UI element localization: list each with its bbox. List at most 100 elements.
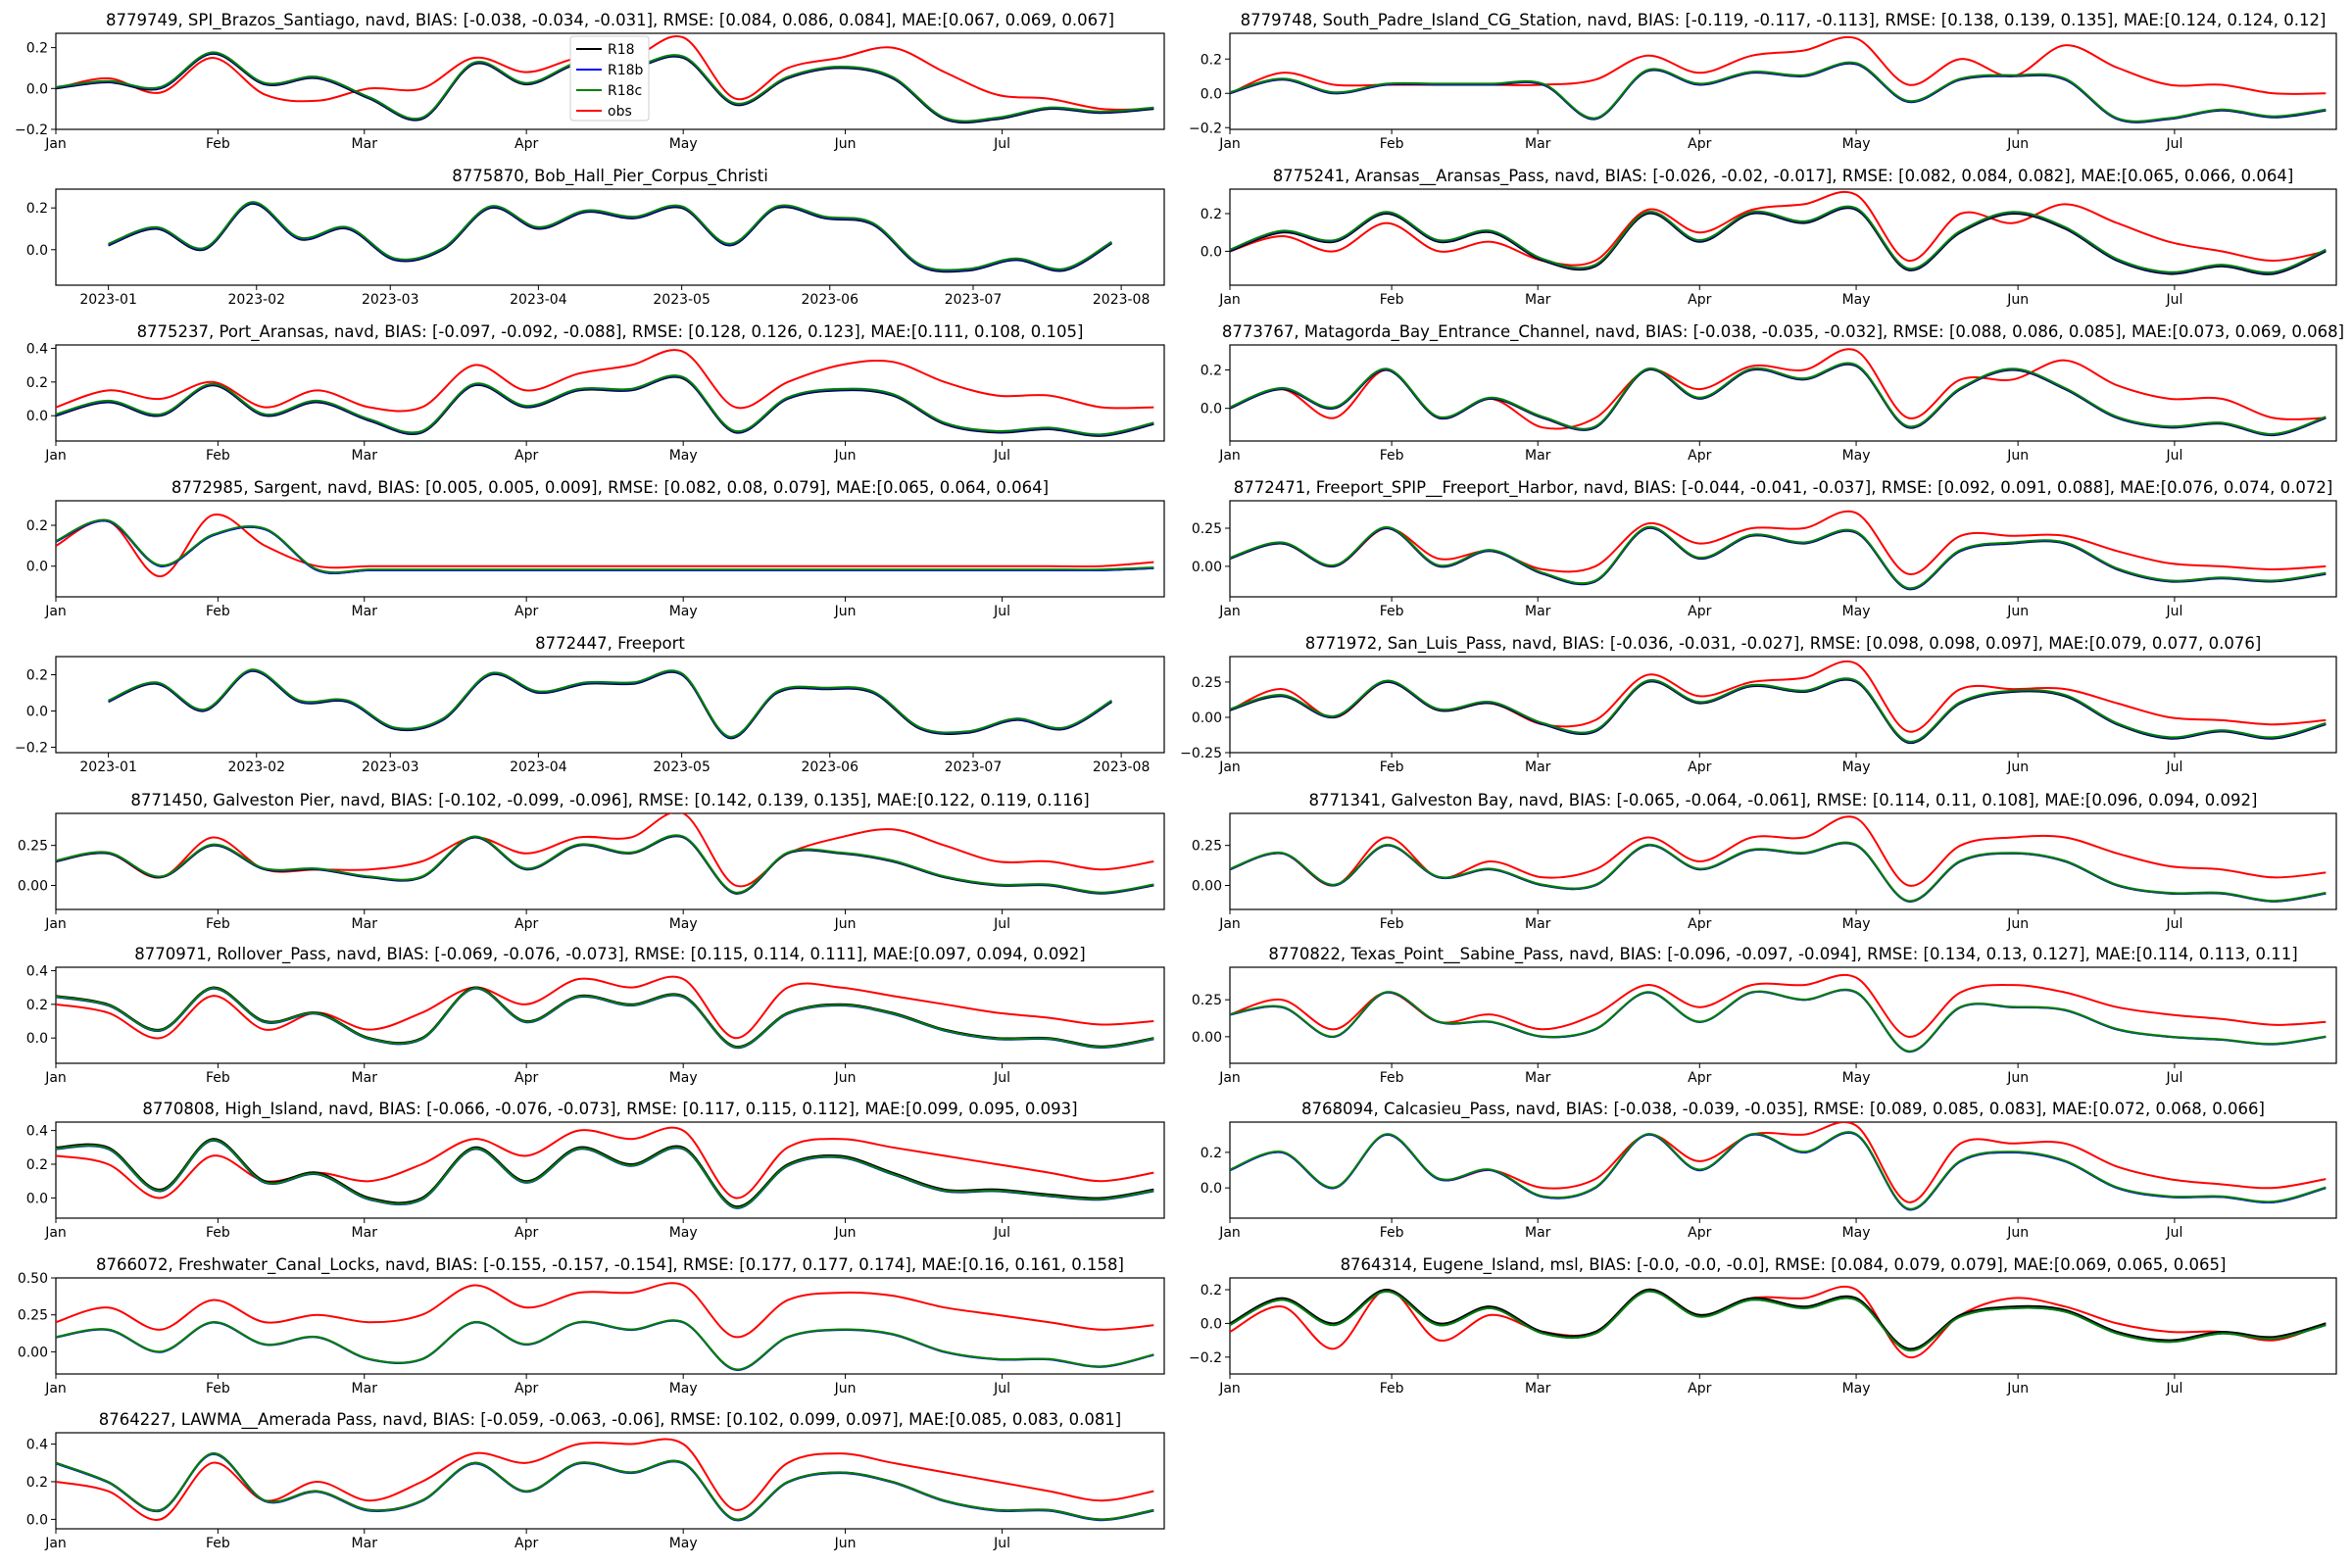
subplot-title: 8766072, Freshwater_Canal_Locks, navd, B… [96, 1255, 1124, 1275]
series-r18c-line [56, 987, 1154, 1049]
x-tick-label: Apr [1688, 136, 1711, 152]
series-obs-line [56, 1438, 1154, 1521]
series-obs-line [1230, 190, 2327, 267]
x-tick-label: Jul [2165, 1070, 2182, 1086]
y-tick-label: 0.2 [1200, 207, 1222, 222]
legend-label: R18c [608, 83, 642, 99]
x-tick-label: Jan [1218, 448, 1241, 464]
y-tick-label: 0.25 [18, 1308, 48, 1324]
series-r18c-line [1230, 841, 2327, 903]
x-tick-label: Mar [352, 1225, 378, 1241]
x-tick-label: Feb [1380, 760, 1404, 775]
x-tick-label: Feb [1380, 604, 1404, 619]
x-tick-label: Apr [514, 604, 538, 619]
y-tick-label: 0.0 [26, 1512, 48, 1528]
series-r18c-line [56, 1139, 1154, 1209]
x-tick-label: Jul [993, 604, 1010, 619]
x-tick-label: May [1842, 916, 1871, 932]
x-tick-label: Mar [352, 604, 378, 619]
subplot-18: 8764227, LAWMA__Amerada Pass, navd, BIAS… [26, 1410, 1165, 1551]
subplot-4: 8775237, Port_Aransas, navd, BIAS: [-0.0… [26, 322, 1165, 464]
series-r18c-line [56, 374, 1154, 436]
axes-frame [1229, 1277, 2337, 1375]
axes-frame [1229, 32, 2337, 130]
y-tick-label: 0.4 [26, 1124, 48, 1140]
x-tick-label: Mar [352, 916, 378, 932]
y-tick-label: 0.0 [26, 560, 48, 575]
y-tick-label: 0.25 [1192, 521, 1222, 537]
legend-label: obs [608, 104, 632, 120]
series-obs-line [56, 1282, 1154, 1339]
x-tick-label: Jan [44, 448, 67, 464]
axes-frame [55, 1432, 1165, 1530]
x-tick-label: May [669, 1381, 698, 1396]
x-tick-label: Mar [352, 1381, 378, 1396]
y-tick-label: 0.2 [26, 667, 48, 683]
x-tick-label: Jul [2165, 916, 2182, 932]
y-tick-label: 0.0 [1200, 1316, 1222, 1332]
x-tick-label: Feb [1380, 1225, 1404, 1241]
series-obs-line [56, 813, 1154, 888]
x-tick-label: Apr [514, 448, 538, 464]
x-tick-label: Mar [352, 448, 378, 464]
series-obs-line [56, 349, 1154, 413]
x-tick-label: Jul [2165, 136, 2182, 152]
y-tick-label: 0.0 [26, 243, 48, 259]
x-tick-label: 2023-07 [945, 292, 1003, 308]
x-tick-label: Jan [44, 1536, 67, 1551]
x-tick-label: May [669, 1225, 698, 1241]
axes-frame [55, 656, 1165, 754]
x-tick-label: Apr [1688, 292, 1711, 308]
x-tick-label: Jan [44, 916, 67, 932]
x-tick-label: Jul [2165, 292, 2182, 308]
subplot-8: 8772447, Freeport 2023-01 2023-02 2023-03 20… [15, 634, 1165, 775]
x-tick-label: Jul [993, 1381, 1010, 1396]
x-tick-label: Apr [1688, 448, 1711, 464]
subplot-title: 8779749, SPI_Brazos_Santiago, navd, BIAS… [106, 11, 1114, 30]
x-tick-label: Mar [1525, 916, 1551, 932]
x-tick-label: 2023-05 [653, 292, 710, 308]
x-tick-label: Jun [2006, 916, 2029, 932]
y-tick-label: 0.0 [26, 704, 48, 719]
subplot-title: 8779748, South_Padre_Island_CG_Station, … [1241, 11, 2327, 30]
axes-frame [55, 1121, 1165, 1219]
series-r18c-line [1230, 362, 2327, 435]
series-r18c-line [1230, 205, 2327, 274]
subplot-3: 8775241, Aransas__Aransas_Pass, navd, BI… [1200, 167, 2337, 308]
x-tick-label: Jun [834, 1225, 857, 1241]
x-tick-label: May [1842, 1070, 1871, 1086]
y-tick-label: 0.0 [26, 1191, 48, 1206]
series-r18c-line [1230, 988, 2327, 1053]
series-obs-line [56, 1126, 1154, 1200]
x-tick-label: Mar [1525, 604, 1551, 619]
axes-frame [1229, 1121, 2337, 1219]
y-tick-label: 0.2 [26, 201, 48, 217]
x-tick-label: Jul [2165, 448, 2182, 464]
subplot-5: 8773767, Matagorda_Bay_Entrance_Channel,… [1200, 322, 2344, 464]
axes-frame [1229, 966, 2337, 1064]
x-tick-label: Apr [1688, 916, 1711, 932]
y-tick-label: 0.00 [1192, 1030, 1222, 1046]
series-r18c-line [56, 518, 1154, 574]
subplot-title: 8773767, Matagorda_Bay_Entrance_Channel,… [1222, 322, 2344, 342]
series-obs-line [1230, 815, 2327, 887]
subplot-12: 8770971, Rollover_Pass, navd, BIAS: [-0.… [26, 945, 1165, 1086]
x-tick-label: Jun [2006, 1070, 2029, 1086]
x-tick-label: Jul [2165, 604, 2182, 619]
subplot-title: 8770822, Texas_Point__Sabine_Pass, navd,… [1268, 945, 2297, 964]
x-tick-label: Feb [206, 448, 230, 464]
series-r18c-line [56, 1319, 1154, 1371]
x-tick-label: Jul [993, 1070, 1010, 1086]
x-tick-label: 2023-08 [1093, 760, 1151, 775]
x-tick-label: Mar [352, 1536, 378, 1551]
y-tick-label: 0.0 [1200, 402, 1222, 417]
x-tick-label: May [669, 604, 698, 619]
subplot-13: 8770822, Texas_Point__Sabine_Pass, navd,… [1192, 945, 2337, 1086]
legend-label: R18 [608, 42, 635, 58]
x-tick-label: Jan [44, 1070, 67, 1086]
y-tick-label: 0.0 [26, 409, 48, 424]
subplot-title: 8764314, Eugene_Island, msl, BIAS: [-0.0… [1341, 1255, 2227, 1275]
x-tick-label: May [1842, 604, 1871, 619]
x-tick-label: May [669, 1070, 698, 1086]
x-tick-label: 2023-02 [228, 292, 286, 308]
